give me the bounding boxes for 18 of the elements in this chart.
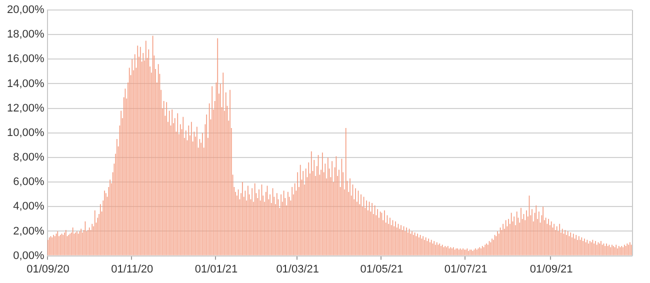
x-tick-label: 01/03/21 [276, 263, 320, 276]
y-tick-label: 8,00% [13, 152, 45, 164]
y-tick-label: 20,00% [6, 4, 45, 16]
x-tick-label: 01/11/20 [111, 263, 154, 276]
x-tick-label: 01/09/20 [26, 263, 70, 276]
y-tick-label: 6,00% [13, 176, 45, 188]
y-tick-label: 2,00% [13, 225, 45, 238]
x-tick-label: 01/09/21 [530, 263, 573, 276]
y-tick-label: 10,00% [6, 126, 45, 139]
y-tick-label: 14,00% [6, 78, 45, 90]
y-tick-label: 16,00% [6, 53, 45, 66]
x-tick-label: 01/07/21 [444, 263, 488, 276]
y-tick-label: 18,00% [6, 28, 45, 41]
y-tick-label: 12,00% [6, 102, 45, 114]
x-tick-label: 01/01/21 [194, 263, 238, 276]
x-tick-label: 01/05/21 [360, 263, 404, 276]
y-tick-label: 4,00% [13, 200, 45, 213]
y-tick-label: 0,00% [13, 250, 45, 262]
